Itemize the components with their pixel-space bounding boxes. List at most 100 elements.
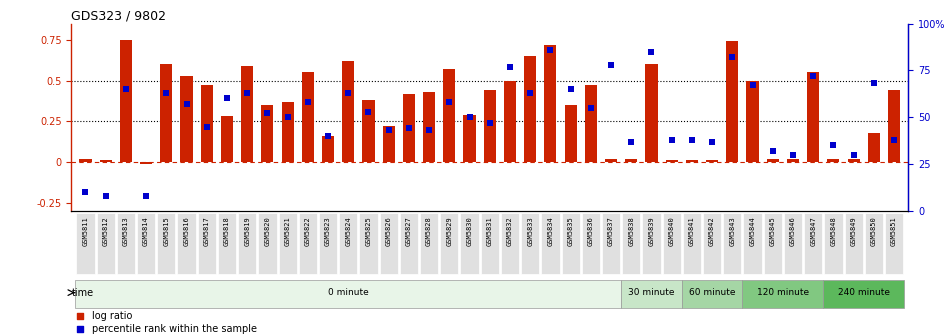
- Bar: [75, 280, 621, 308]
- Text: GSM5847: GSM5847: [810, 216, 816, 246]
- Point: [543, 47, 558, 52]
- FancyBboxPatch shape: [582, 213, 600, 274]
- Bar: [888, 90, 900, 162]
- FancyBboxPatch shape: [178, 213, 196, 274]
- FancyBboxPatch shape: [279, 213, 297, 274]
- Bar: [625, 159, 637, 162]
- Point: [139, 193, 154, 199]
- FancyBboxPatch shape: [259, 213, 277, 274]
- Text: GSM5841: GSM5841: [689, 216, 695, 246]
- Point: [462, 115, 477, 120]
- Bar: [605, 159, 617, 162]
- FancyBboxPatch shape: [460, 213, 478, 274]
- FancyBboxPatch shape: [602, 213, 620, 274]
- Bar: [362, 100, 375, 162]
- Point: [786, 152, 801, 157]
- Text: GSM5819: GSM5819: [244, 216, 250, 246]
- Bar: [100, 160, 112, 162]
- Bar: [585, 85, 597, 162]
- Text: GSM5818: GSM5818: [224, 216, 230, 246]
- Text: GSM5842: GSM5842: [709, 216, 715, 246]
- Text: GSM5835: GSM5835: [568, 216, 573, 246]
- Point: [685, 137, 700, 142]
- Text: 0 minute: 0 minute: [328, 288, 369, 297]
- Text: GSM5826: GSM5826: [386, 216, 392, 246]
- FancyBboxPatch shape: [359, 213, 378, 274]
- Point: [220, 96, 235, 101]
- Text: GSM5811: GSM5811: [83, 216, 88, 246]
- Point: [98, 193, 113, 199]
- Bar: [621, 280, 682, 308]
- Point: [441, 99, 456, 105]
- Text: GSM5815: GSM5815: [164, 216, 169, 246]
- FancyBboxPatch shape: [399, 213, 418, 274]
- Point: [644, 49, 659, 54]
- Bar: [382, 126, 395, 162]
- Point: [240, 90, 255, 95]
- FancyBboxPatch shape: [157, 213, 175, 274]
- Point: [502, 64, 517, 69]
- Bar: [727, 41, 738, 162]
- FancyBboxPatch shape: [541, 213, 559, 274]
- Text: 240 minute: 240 minute: [838, 288, 890, 297]
- Text: GSM5837: GSM5837: [608, 216, 614, 246]
- Bar: [242, 66, 253, 162]
- Point: [301, 99, 316, 105]
- FancyBboxPatch shape: [703, 213, 721, 274]
- FancyBboxPatch shape: [663, 213, 681, 274]
- FancyBboxPatch shape: [622, 213, 640, 274]
- Bar: [262, 105, 274, 162]
- Bar: [342, 61, 355, 162]
- Point: [866, 81, 882, 86]
- Point: [401, 126, 417, 131]
- Point: [624, 139, 639, 144]
- FancyBboxPatch shape: [238, 213, 256, 274]
- Text: GDS323 / 9802: GDS323 / 9802: [71, 9, 166, 23]
- Text: GSM5823: GSM5823: [325, 216, 331, 246]
- Bar: [524, 56, 536, 162]
- Text: GSM5849: GSM5849: [850, 216, 857, 246]
- Bar: [120, 40, 132, 162]
- Bar: [743, 280, 824, 308]
- Text: GSM5844: GSM5844: [749, 216, 755, 246]
- Point: [381, 128, 397, 133]
- Bar: [161, 64, 172, 162]
- Bar: [786, 159, 799, 162]
- Bar: [747, 81, 759, 162]
- Text: GSM5825: GSM5825: [365, 216, 372, 246]
- Point: [320, 133, 336, 139]
- FancyBboxPatch shape: [299, 213, 317, 274]
- Text: GSM5829: GSM5829: [446, 216, 453, 246]
- Point: [846, 152, 862, 157]
- Text: GSM5824: GSM5824: [345, 216, 351, 246]
- FancyBboxPatch shape: [825, 213, 843, 274]
- FancyBboxPatch shape: [420, 213, 438, 274]
- Text: GSM5828: GSM5828: [426, 216, 432, 246]
- Bar: [646, 64, 657, 162]
- FancyBboxPatch shape: [137, 213, 155, 274]
- Text: GSM5851: GSM5851: [891, 216, 897, 246]
- Point: [421, 128, 437, 133]
- Bar: [140, 162, 152, 164]
- Text: GSM5831: GSM5831: [487, 216, 493, 246]
- Point: [664, 137, 679, 142]
- Bar: [686, 160, 698, 162]
- FancyBboxPatch shape: [501, 213, 519, 274]
- FancyBboxPatch shape: [805, 213, 823, 274]
- FancyBboxPatch shape: [117, 213, 135, 274]
- Text: percentile rank within the sample: percentile rank within the sample: [92, 324, 258, 334]
- Text: 30 minute: 30 minute: [629, 288, 674, 297]
- Text: GSM5843: GSM5843: [729, 216, 735, 246]
- Bar: [322, 136, 334, 162]
- Point: [118, 86, 133, 92]
- Text: GSM5848: GSM5848: [830, 216, 837, 246]
- FancyBboxPatch shape: [480, 213, 499, 274]
- Text: GSM5845: GSM5845: [769, 216, 776, 246]
- Text: 60 minute: 60 minute: [689, 288, 735, 297]
- Bar: [484, 90, 495, 162]
- FancyBboxPatch shape: [340, 213, 358, 274]
- Text: GSM5816: GSM5816: [184, 216, 189, 246]
- Bar: [463, 115, 476, 162]
- Text: GSM5839: GSM5839: [649, 216, 654, 246]
- FancyBboxPatch shape: [724, 213, 742, 274]
